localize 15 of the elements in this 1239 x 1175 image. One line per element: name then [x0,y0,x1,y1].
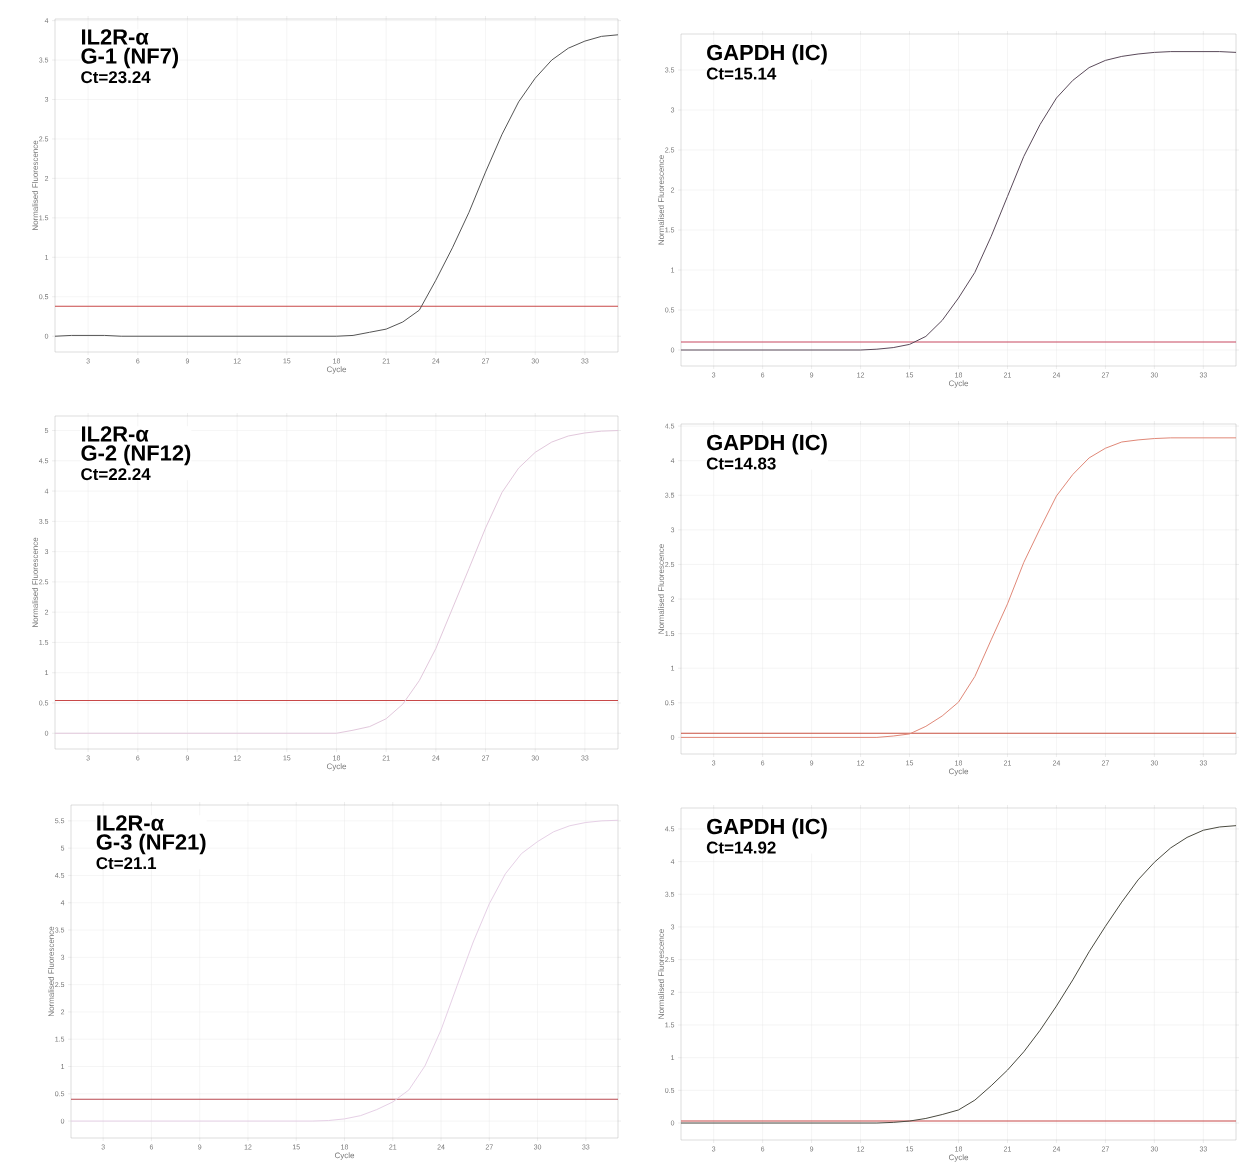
chart-title: IL2R-α [97,815,164,831]
chart-title: GAPDH (IC) [707,44,827,65]
chart-title: IL2R-α [82,426,149,442]
chart-title: GAPDH (IC) [707,818,827,839]
text: G-1 (NF7) [81,47,179,69]
chart-title: IL2R-α [82,29,149,45]
annotation: Ct=22.24 [81,468,151,481]
annotation: Ct=15.14 [706,67,777,80]
annotation: Ct=14.83 [706,457,776,470]
annotation: Ct=21.1 [96,857,157,870]
text: G-2 (NF12) [81,444,191,466]
annotation: Ct=14.92 [706,841,776,854]
annotation: Ct=23.24 [81,71,151,84]
text: G-3 (NF21) [96,833,206,855]
chart-title: GAPDH (IC) [707,434,827,455]
